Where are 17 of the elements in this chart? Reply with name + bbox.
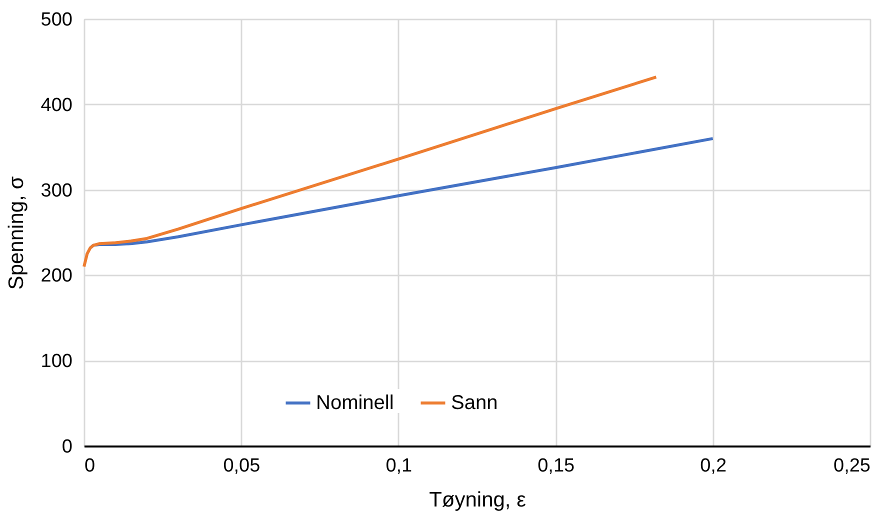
x-tick-label: 0,2 — [700, 456, 727, 476]
line-series — [82, 76, 658, 268]
legend-label: Sann — [451, 392, 498, 414]
x-axis-title: Tøyning, ε — [429, 488, 526, 512]
y-tick-label: 200 — [40, 266, 72, 287]
y-tick-label: 300 — [40, 180, 72, 202]
x-tick-label: 0,15 — [538, 456, 575, 476]
y-tick-label: 0 — [62, 436, 72, 458]
x-tick-label: 0,25 — [834, 456, 870, 476]
y-tick-label: 500 — [40, 10, 72, 30]
y-tick-label: 100 — [40, 351, 72, 372]
x-tick-label: 0,1 — [386, 456, 412, 476]
x-tick-label: 0 — [84, 456, 96, 476]
y-axis-title: Spenning, σ — [4, 176, 28, 290]
y-tick-label: 400 — [40, 94, 72, 116]
x-tick-label: 0,05 — [223, 456, 260, 476]
legend-label: Nominell — [316, 392, 394, 414]
